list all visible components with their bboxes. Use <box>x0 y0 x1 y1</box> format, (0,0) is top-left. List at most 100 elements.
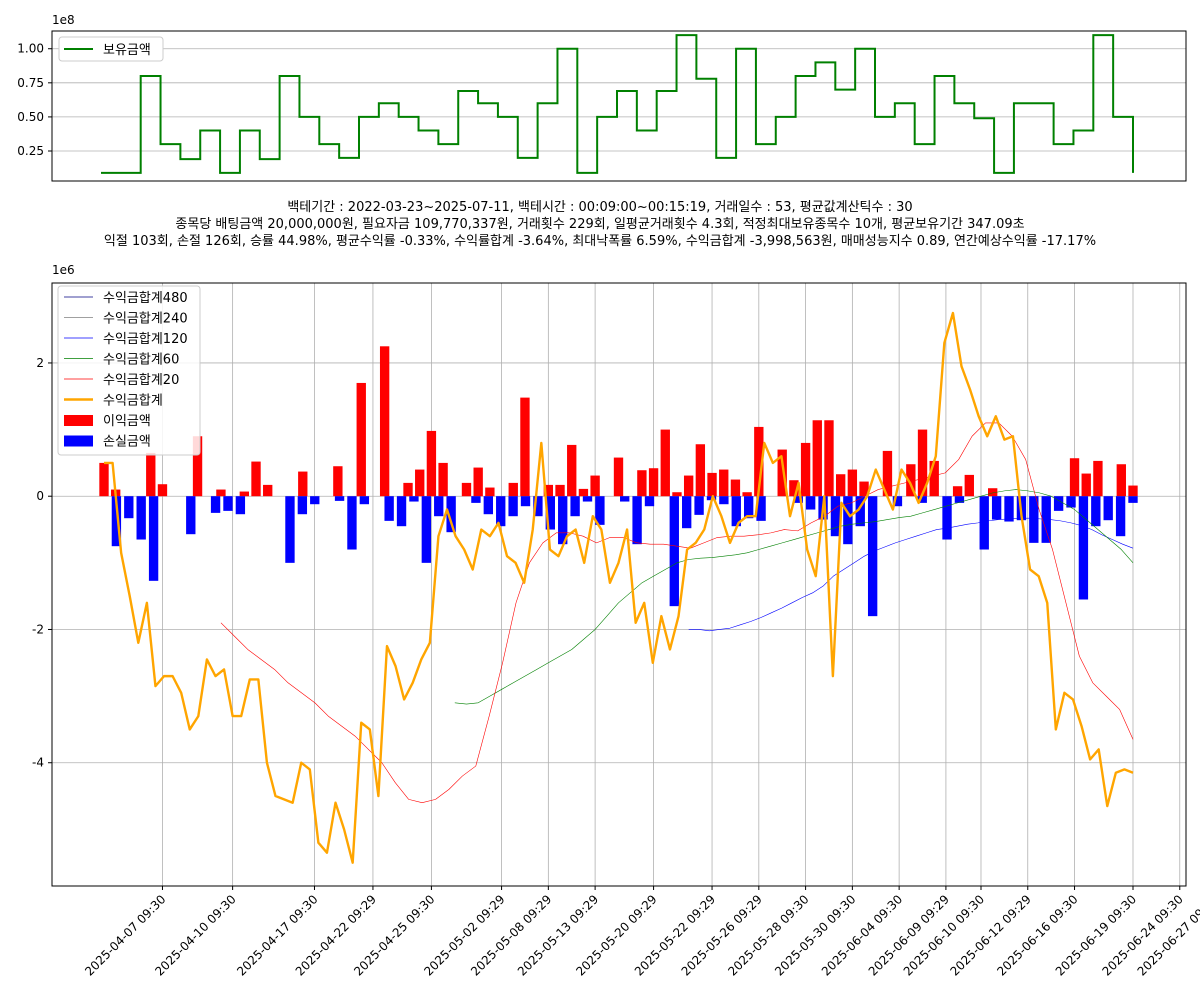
profit-bar <box>157 484 168 497</box>
bottom-ytick-label: -4 <box>32 756 44 770</box>
profit-bar <box>520 397 530 497</box>
loss-bar <box>235 496 246 515</box>
profit-bar <box>742 492 752 497</box>
profit-bar <box>473 467 483 497</box>
loss-bar <box>1115 496 1126 537</box>
profit-bar <box>508 482 518 497</box>
loss-bar <box>285 496 295 563</box>
loss-bar <box>334 496 345 501</box>
profit-bar <box>613 457 624 497</box>
loss-bar <box>186 496 196 535</box>
profit-bar <box>859 481 869 497</box>
bottom-xtick-label: 2025-05-26 09:29 <box>679 892 765 978</box>
profit-bar <box>356 382 366 497</box>
profit-bar <box>707 472 717 497</box>
profit-bar <box>1093 460 1103 497</box>
profit-bar <box>800 442 811 497</box>
series-line-수익금합계60 <box>454 489 1134 705</box>
loss-bar <box>1053 496 1064 511</box>
top-legend-label: 보유금액 <box>103 43 151 58</box>
loss-bar <box>310 496 320 505</box>
loss-bar <box>1066 496 1076 508</box>
bottom-xtick-label: 2025-05-30 09:30 <box>772 892 858 978</box>
top-ytick-label: 1.00 <box>17 42 44 56</box>
loss-bar <box>1029 496 1039 543</box>
loss-bar <box>917 496 927 503</box>
loss-bar <box>396 496 407 527</box>
legend-label: 수익금합계240 <box>103 312 188 327</box>
top-plot-frame <box>51 30 1187 182</box>
profit-bar <box>438 462 448 497</box>
bottom-xtick-label: 2025-05-08 09:29 <box>468 892 554 978</box>
bottom-ytick-label: -2 <box>32 622 44 636</box>
profit-bar <box>1069 458 1080 497</box>
loss-bar <box>111 496 122 547</box>
profit-bar <box>882 450 893 497</box>
loss-bar <box>669 496 679 607</box>
profit-bar <box>1081 473 1091 497</box>
loss-bar <box>793 496 803 503</box>
loss-bar <box>409 496 419 502</box>
profit-bar <box>590 475 600 497</box>
loss-bar <box>359 496 370 505</box>
top-y-multiplier: 1e8 <box>52 13 75 27</box>
loss-bar <box>830 496 841 537</box>
loss-bar <box>743 496 754 519</box>
profit-bar <box>239 491 249 497</box>
loss-bar <box>434 496 444 517</box>
legend-label: 수익금합계 <box>103 394 163 409</box>
profit-bar <box>251 461 261 497</box>
loss-bar <box>533 496 543 517</box>
profit-bar <box>754 426 764 497</box>
profit-bar <box>379 346 390 497</box>
loss-bar <box>991 496 1002 520</box>
profit-bar <box>906 464 916 497</box>
loss-bar <box>558 496 568 545</box>
profit-bar <box>1116 464 1126 497</box>
loss-bar <box>756 496 766 521</box>
profit-bar <box>578 488 589 497</box>
profit-bar <box>835 474 846 497</box>
legend-label: 수익금합계20 <box>103 373 179 388</box>
loss-bar <box>595 496 605 525</box>
holding-amount-chart: 1e8 1.00 0.75 0.50 0.25 보유금액 <box>17 13 1187 182</box>
loss-bar <box>223 496 233 511</box>
summary-line-2: 종목당 배팅금액 20,000,000원, 필요자금 109,770,337원,… <box>175 217 1025 232</box>
profit-bar <box>146 452 156 497</box>
bottom-xtick-label: 2025-06-04 09:30 <box>819 892 905 978</box>
holding-amount-line <box>101 34 1134 174</box>
bottom-legend: 수익금합계480 수익금합계240 수익금합계120 수익금합계60 수익금합계20 수익… <box>57 285 201 456</box>
legend-label: 이익금액 <box>103 414 151 429</box>
profit-bar <box>789 480 799 497</box>
legend-label: 수익금합계480 <box>103 291 188 306</box>
legend-label: 수익금합계60 <box>103 353 179 368</box>
loss-bar <box>124 496 134 519</box>
series-line-수익금합계 <box>104 311 1134 864</box>
loss-bar <box>1078 496 1089 600</box>
loss-bar <box>582 496 593 502</box>
loss-bar <box>979 496 989 550</box>
profit-bar <box>952 486 963 497</box>
loss-bar <box>496 496 506 527</box>
summary-line-3: 익절 103회, 손절 126회, 승률 44.98%, 평균수익률 -0.33… <box>103 234 1097 249</box>
loss-bar <box>954 496 965 503</box>
bottom-plot-frame <box>51 282 1187 887</box>
loss-bar <box>421 496 432 563</box>
profit-bar <box>672 492 682 497</box>
legend-label: 수익금합계120 <box>103 332 188 347</box>
loss-bar <box>719 496 729 505</box>
summary-line-1: 백테기간 : 2022-03-23~2025-07-11, 백테시간 : 00:… <box>287 200 913 215</box>
loss-bar <box>570 496 580 517</box>
series-line-수익금합계120 <box>688 517 1134 632</box>
loss-bar <box>1091 496 1101 527</box>
bottom-y-multiplier: 1e6 <box>52 263 75 277</box>
profit-bar <box>555 484 565 497</box>
loss-bar <box>545 496 555 530</box>
profit-bar <box>683 475 694 497</box>
loss-bar <box>805 496 816 510</box>
loss-bar <box>867 496 878 617</box>
legend-label: 손실금액 <box>103 435 151 450</box>
profit-bar <box>637 470 647 497</box>
profit-bar <box>988 488 998 497</box>
loss-bar <box>620 496 630 502</box>
